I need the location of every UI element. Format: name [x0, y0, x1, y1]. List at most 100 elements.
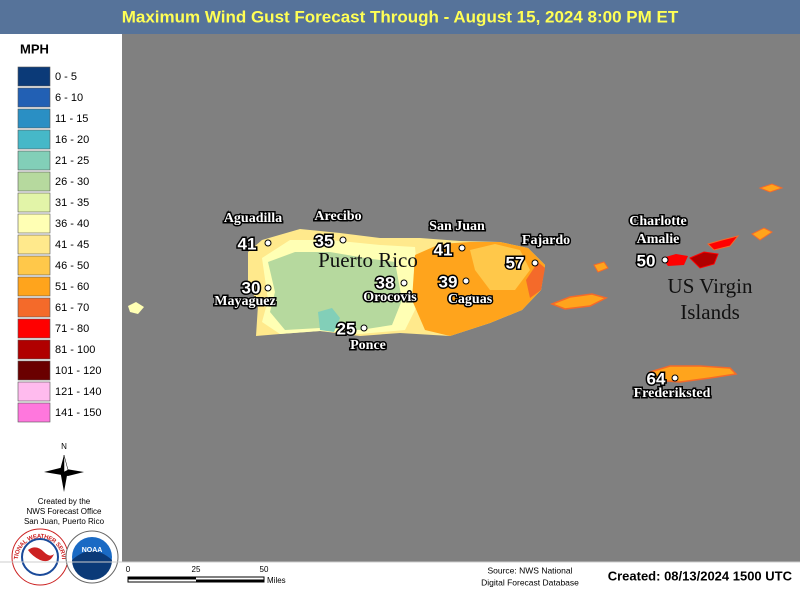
- legend-swatch: [17, 66, 51, 87]
- islands: [128, 183, 784, 383]
- location-dot: [531, 259, 539, 267]
- location-dot: [339, 236, 347, 244]
- location-dot: [400, 279, 408, 287]
- legend-label: 26 - 30: [55, 176, 89, 188]
- credit-line: Created by the: [38, 497, 91, 506]
- legend-swatch: [17, 360, 51, 381]
- location-gust: 30: [242, 278, 261, 297]
- legend-label: 101 - 120: [55, 365, 101, 377]
- source-line: Digital Forecast Database: [481, 577, 579, 587]
- location-dot: [264, 284, 272, 292]
- legend-label: 31 - 35: [55, 197, 89, 209]
- legend-swatch: [17, 276, 51, 297]
- legend-label: 11 - 15: [55, 113, 88, 125]
- scale-tick-label: 50: [260, 565, 269, 574]
- location: Fajardo 57: [504, 232, 572, 274]
- legend-swatch: [17, 192, 51, 213]
- location: Aguadilla 41: [222, 210, 283, 255]
- legend-label: 121 - 140: [55, 386, 101, 398]
- location-dot: [458, 244, 466, 252]
- legend-swatch: [17, 129, 51, 150]
- legend-title: MPH: [20, 41, 49, 56]
- location-dot: [462, 277, 470, 285]
- location-gust: 57: [506, 253, 525, 272]
- north-arrow: N: [44, 442, 84, 492]
- legend-label: 61 - 70: [55, 302, 89, 314]
- location-gust: 41: [434, 240, 453, 259]
- location-gust: 35: [315, 231, 334, 250]
- scale-bar-fill: [128, 577, 196, 580]
- legend-swatch: [17, 108, 51, 129]
- location-gust: 39: [439, 272, 458, 291]
- location-gust: 50: [637, 251, 656, 270]
- location-name: Fajardo: [522, 233, 570, 248]
- legend-swatch: [17, 339, 51, 360]
- location-name: Frederiksted: [634, 386, 711, 401]
- location: San Juan 41: [428, 218, 487, 261]
- location-name: San Juan: [429, 219, 485, 234]
- location-gust: 64: [647, 369, 666, 388]
- location-gust: 25: [337, 319, 356, 338]
- legend-label: 21 - 25: [55, 155, 89, 167]
- location-name: Aguadilla: [224, 211, 282, 226]
- noaa-logo: NOAA: [65, 530, 119, 584]
- legend-label: 51 - 60: [55, 281, 89, 293]
- location-name: Caguas: [448, 292, 493, 307]
- credit-line: San Juan, Puerto Rico: [24, 517, 105, 526]
- location-name: Amalie: [637, 232, 680, 247]
- scale-unit: Miles: [267, 576, 286, 585]
- location-name: Arecibo: [314, 209, 361, 224]
- region-label: Islands: [680, 300, 740, 324]
- location-name: Charlotte: [629, 214, 687, 229]
- legend-label: 16 - 20: [55, 134, 89, 146]
- legend-label: 36 - 40: [55, 218, 89, 230]
- scale-tick-label: 25: [192, 565, 201, 574]
- location-dot: [264, 239, 272, 247]
- legend-swatch: [17, 171, 51, 192]
- legend-label: 41 - 45: [55, 239, 89, 251]
- location-dot: [661, 256, 669, 264]
- scale-bar: 0 25 50 Miles: [126, 565, 286, 585]
- location-dot: [360, 324, 368, 332]
- title: Maximum Wind Gust Forecast Through - Aug…: [122, 7, 679, 26]
- location: Charlotte Amalie 50: [628, 213, 689, 272]
- legend-swatch: [17, 234, 51, 255]
- legend-swatch: [17, 402, 51, 423]
- legend-label: 6 - 10: [55, 92, 83, 104]
- legend-swatch: [17, 381, 51, 402]
- credit-line: NWS Forecast Office: [27, 507, 103, 516]
- location-gust: 41: [238, 234, 257, 253]
- legend-swatch: [17, 318, 51, 339]
- legend-swatch: [17, 213, 51, 234]
- legend-swatch: [17, 255, 51, 276]
- title-bar: [0, 0, 800, 34]
- source-line: Source: NWS National: [487, 565, 572, 575]
- legend-swatch: [17, 297, 51, 318]
- scale-tick-label: 0: [126, 565, 131, 574]
- location-name: Ponce: [350, 338, 386, 353]
- region-label: Puerto Rico: [318, 248, 418, 272]
- legend-label: 0 - 5: [55, 71, 77, 83]
- location-gust: 38: [376, 273, 395, 292]
- created-date: Created: 08/13/2024 1500 UTC: [608, 568, 793, 583]
- scale-bar-fill: [196, 579, 264, 582]
- legend-swatch: [17, 87, 51, 108]
- north-label: N: [61, 442, 67, 451]
- legend-swatch: [17, 150, 51, 171]
- location-name: Orocovis: [363, 290, 417, 305]
- location-dot: [671, 374, 679, 382]
- location: Arecibo 35: [313, 208, 363, 252]
- legend-label: 46 - 50: [55, 260, 89, 272]
- legend-label: 71 - 80: [55, 323, 89, 335]
- noaa-logo-text: NOAA: [82, 547, 103, 554]
- region-label: US Virgin: [668, 274, 753, 298]
- location-name: Mayaguez: [214, 294, 275, 309]
- legend-label: 141 - 150: [55, 407, 101, 419]
- legend-label: 81 - 100: [55, 344, 95, 356]
